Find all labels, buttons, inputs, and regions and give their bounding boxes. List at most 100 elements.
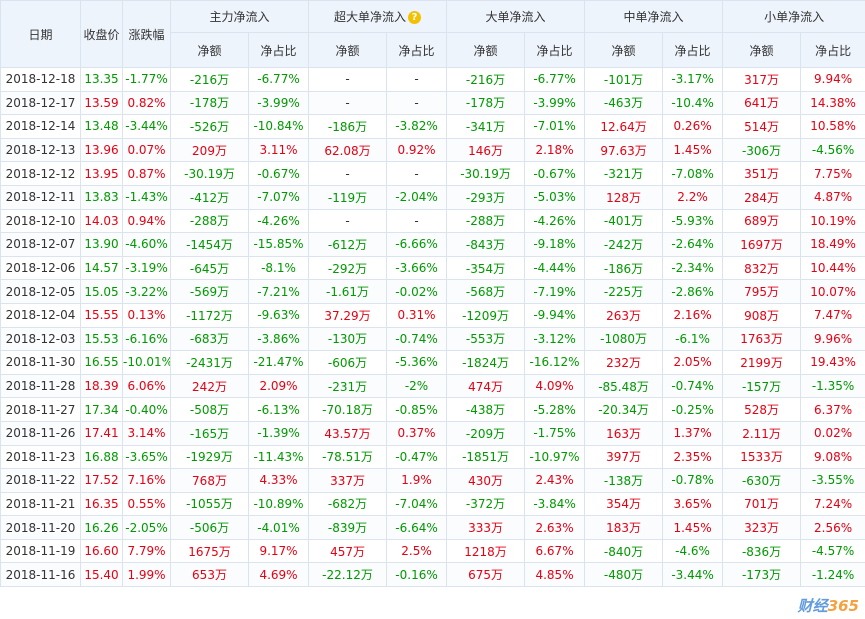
cell-change: 3.14% [122,420,171,446]
help-icon[interactable]: ? [408,11,422,24]
cell-change: 1.99% [122,562,171,588]
cell-main-net: 653万 [170,562,249,588]
table-row: 2018-12-10 14.03 0.94% -288万 -4.26% - - -288万 -4… [0,208,865,234]
header-date[interactable]: 日期 [0,0,81,68]
table-row: 2018-11-23 16.88 -3.65% -1929万 -11.43% -78.51… [0,444,865,470]
table-row: 2018-12-12 13.95 0.87% -30.19万 -0.67% - - -30.1… [0,161,865,186]
cell-medium-ratio: 2.35% [662,444,724,470]
cell-date: 2018-12-03 [0,326,81,352]
header-main-ratio[interactable]: 净占比 [247,32,310,68]
cell-date: 2018-11-27 [0,397,81,422]
cell-main-net: -526万 [170,114,249,139]
cell-medium-ratio: 3.65% [662,491,724,517]
header-group-small-label: 小单净流入 [764,10,825,24]
cell-super-ratio: - [386,90,448,116]
cell-main-ratio: -15.85% [247,232,310,257]
cell-main-net: 1675万 [170,538,249,564]
cell-close: 15.40 [80,562,123,588]
header-close[interactable]: 收盘价 [80,0,123,68]
cell-close: 13.96 [80,137,123,163]
table-body: 2018-12-18 13.35 -1.77% -216万 -6.77% - - -216万 -… [0,67,865,588]
table-row: 2018-11-19 16.60 7.79% 1675万 9.17% 457万 2.5% 12… [0,538,865,564]
cell-super-ratio: -7.04% [386,491,448,517]
cell-medium-ratio: -5.93% [662,208,724,234]
cell-change: 0.55% [122,491,171,517]
cell-large-ratio: -10.97% [524,444,586,470]
cell-small-ratio: -4.56% [800,137,865,163]
cell-large-net: 333万 [446,515,526,540]
cell-large-ratio: 2.18% [524,137,586,163]
cell-main-net: -1929万 [170,444,249,470]
cell-large-net: 675万 [446,562,526,588]
cell-change: 7.16% [122,468,171,493]
cell-date: 2018-11-22 [0,468,81,493]
cell-small-net: 2.11万 [722,420,802,446]
cell-main-ratio: -4.01% [247,515,310,540]
header-small-net[interactable]: 净额 [722,32,802,68]
cell-large-ratio: 6.67% [524,538,586,564]
cell-large-net: -30.19万 [446,161,526,186]
header-super-net[interactable]: 净额 [308,32,388,68]
table-row: 2018-11-21 16.35 0.55% -1055万 -10.89% -682万 -7… [0,491,865,517]
header-group-super-label: 超大单净流入 [334,10,407,24]
cell-small-net: 323万 [722,515,802,540]
cell-medium-net: 97.63万 [584,137,664,163]
cell-close: 16.26 [80,515,123,540]
table-row: 2018-11-22 17.52 7.16% 768万 4.33% 337万 1.9% 430… [0,468,865,493]
header-large-ratio[interactable]: 净占比 [524,32,586,68]
cell-medium-ratio: -0.78% [662,468,724,493]
cell-large-net: -178万 [446,90,526,116]
cell-medium-ratio: -2.64% [662,232,724,257]
cell-medium-net: -463万 [584,90,664,116]
cell-main-net: -569万 [170,279,249,304]
cell-large-net: 1218万 [446,538,526,564]
cell-date: 2018-11-19 [0,538,81,564]
cell-close: 16.88 [80,444,123,470]
cell-medium-net: -321万 [584,161,664,186]
cell-small-net: 317万 [722,67,802,92]
header-medium-net[interactable]: 净额 [584,32,664,68]
cell-change: -1.77% [122,67,171,92]
cell-main-net: -2431万 [170,350,249,375]
cell-main-ratio: -21.47% [247,350,310,375]
header-group-small: 小单净流入 [722,0,865,33]
cell-date: 2018-11-20 [0,515,81,540]
table-row: 2018-12-05 15.05 -3.22% -569万 -7.21% -1.61万 -0… [0,279,865,304]
cell-super-net: -612万 [308,232,388,257]
cell-medium-ratio: 1.45% [662,515,724,540]
cell-main-ratio: 4.33% [247,468,310,493]
cell-large-net: -568万 [446,279,526,304]
cell-date: 2018-12-11 [0,184,81,210]
header-super-ratio[interactable]: 净占比 [386,32,448,68]
cell-medium-net: 183万 [584,515,664,540]
header-medium-ratio[interactable]: 净占比 [662,32,724,68]
cell-large-net: -843万 [446,232,526,257]
cell-medium-ratio: 1.45% [662,137,724,163]
cell-super-ratio: -0.02% [386,279,448,304]
cell-medium-net: -480万 [584,562,664,588]
cell-change: -3.65% [122,444,171,470]
cell-medium-net: -186万 [584,255,664,281]
table-row: 2018-12-17 13.59 0.82% -178万 -3.99% - - -178万 -3… [0,90,865,116]
cell-close: 15.05 [80,279,123,304]
cell-medium-net: 128万 [584,184,664,210]
cell-super-ratio: -6.66% [386,232,448,257]
cell-date: 2018-11-30 [0,350,81,375]
header-change[interactable]: 涨跌幅 [122,0,171,68]
cell-main-ratio: -4.26% [247,208,310,234]
table-row: 2018-11-26 17.41 3.14% -165万 -1.39% 43.57万 0.3… [0,420,865,446]
header-main-net[interactable]: 净额 [170,32,249,68]
cell-large-ratio: 2.63% [524,515,586,540]
cell-main-net: -412万 [170,184,249,210]
cell-change: 0.82% [122,90,171,116]
cell-small-ratio: 19.43% [800,350,865,375]
header-large-net[interactable]: 净额 [446,32,526,68]
cell-change: 0.94% [122,208,171,234]
cell-super-ratio: -0.47% [386,444,448,470]
header-small-ratio[interactable]: 净占比 [800,32,865,68]
cell-close: 15.53 [80,326,123,352]
cell-main-net: -216万 [170,67,249,92]
cell-small-net: 689万 [722,208,802,234]
cell-large-ratio: -1.75% [524,420,586,446]
cell-large-net: -209万 [446,420,526,446]
